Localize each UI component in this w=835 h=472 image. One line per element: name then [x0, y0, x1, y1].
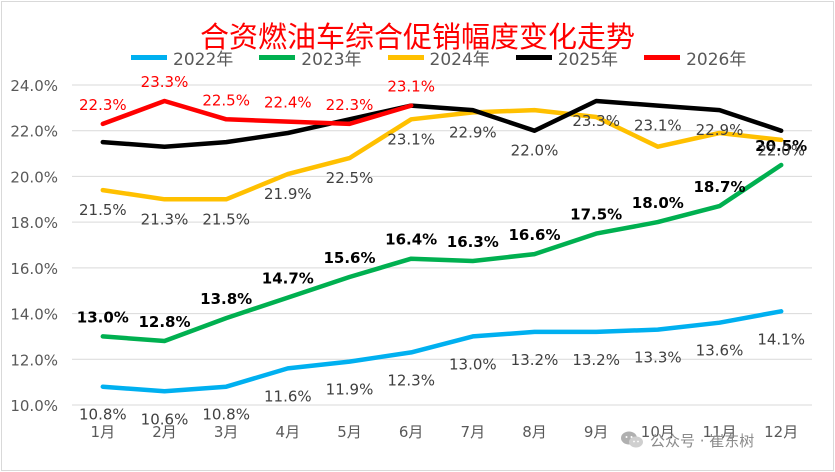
legend-swatch [131, 54, 167, 60]
wechat-icon [621, 431, 643, 448]
data-label: 14.7% [262, 270, 314, 288]
series-line-2024年 [100, 107, 784, 202]
legend-item: 2024年 [387, 45, 490, 70]
legend-item: 2026年 [644, 45, 746, 70]
data-label: 22.5% [202, 91, 250, 109]
data-label: 11.9% [326, 381, 374, 399]
legend-label: 2025年 [557, 49, 619, 70]
x-tick-label: 6月 [399, 423, 424, 441]
data-label: 18.7% [693, 178, 745, 196]
data-label: 23.3% [572, 112, 620, 130]
watermark-text: 公众号 · 崔东树 [650, 431, 755, 450]
y-tick-label: 24.0% [10, 77, 58, 95]
data-label: 10.8% [202, 406, 250, 424]
legend-swatch [515, 54, 552, 60]
x-tick-label: 3月 [214, 423, 239, 441]
y-tick-label: 12.0% [10, 351, 58, 369]
x-tick-label: 1月 [91, 423, 116, 441]
y-tick-label: 10.0% [10, 397, 58, 415]
x-tick-label: 5月 [337, 423, 362, 441]
legend-label: 2023年 [301, 49, 362, 70]
x-tick-label: 4月 [276, 423, 301, 441]
data-label: 10.8% [79, 406, 127, 424]
data-label: 22.4% [264, 94, 312, 112]
data-label: 16.4% [385, 231, 437, 249]
watermark: 公众号 · 崔东树 [620, 428, 754, 452]
x-tick-label: 10月 [641, 423, 675, 441]
legend-item: 2023年 [259, 45, 362, 70]
x-tick-label: 12月 [764, 423, 798, 441]
data-label: 18.0% [632, 194, 684, 212]
series-line-2025年 [100, 98, 784, 149]
data-label: 16.6% [508, 226, 560, 244]
data-label: 21.3% [141, 210, 189, 228]
data-label: 22.0% [757, 142, 805, 160]
legend-swatch [259, 54, 296, 60]
series-line-2023年 [100, 162, 784, 344]
data-label: 21.9% [264, 185, 312, 203]
data-label: 13.0% [77, 308, 129, 326]
y-tick-label: 18.0% [10, 214, 58, 232]
data-label: 14.1% [757, 330, 805, 348]
data-label: 22.5% [326, 169, 374, 187]
data-label: 13.6% [696, 342, 744, 360]
x-tick-label: 2月 [152, 423, 177, 441]
legend-label: 2026年 [686, 49, 747, 70]
data-label: 12.3% [387, 371, 435, 389]
data-label: 21.5% [79, 201, 127, 219]
legend-swatch [387, 54, 424, 60]
legend-label: 2024年 [429, 49, 490, 70]
data-label: 11.6% [264, 387, 312, 405]
data-label: 22.9% [696, 121, 744, 139]
data-label: 13.0% [449, 355, 497, 373]
x-tick-label: 8月 [522, 423, 547, 441]
data-label: 22.3% [326, 96, 374, 114]
x-tick-label: 7月 [461, 423, 486, 441]
data-label: 21.5% [202, 210, 250, 228]
legend-label: 2022年 [173, 49, 234, 70]
x-tick-label: 9月 [584, 423, 609, 441]
data-label: 15.6% [323, 249, 375, 267]
data-label: 13.8% [200, 290, 252, 308]
legend-item: 2025年 [515, 45, 619, 70]
x-tick-label: 11月 [702, 423, 736, 441]
data-label: 17.5% [570, 206, 622, 224]
data-label: 22.0% [511, 142, 559, 160]
data-label: 20.5% [755, 137, 807, 155]
data-label: 13.3% [634, 349, 682, 367]
y-tick-label: 20.0% [10, 168, 58, 186]
data-label: 16.3% [447, 233, 499, 251]
series-line-2022年 [100, 309, 784, 394]
series-line-2026年 [100, 98, 414, 127]
data-label: 23.3% [141, 73, 189, 91]
data-label: 23.1% [387, 130, 435, 148]
data-label: 10.6% [141, 410, 189, 428]
data-label: 12.8% [138, 313, 190, 331]
y-tick-label: 22.0% [10, 123, 58, 141]
data-label: 13.2% [511, 351, 559, 369]
data-label: 22.9% [449, 123, 497, 141]
data-label: 23.1% [634, 117, 682, 135]
chart-title: 合资燃油车综合促销幅度变化走势 [199, 20, 635, 54]
chart-legend: 2022年 2023年 2024年 2025年 2026年 [131, 45, 772, 70]
data-label: 22.3% [79, 96, 127, 114]
y-tick-label: 14.0% [10, 306, 58, 324]
legend-swatch [644, 54, 681, 60]
legend-item: 2022年 [131, 45, 233, 70]
y-tick-label: 16.0% [10, 260, 58, 278]
data-label: 23.1% [387, 78, 435, 96]
data-label: 13.2% [572, 351, 620, 369]
